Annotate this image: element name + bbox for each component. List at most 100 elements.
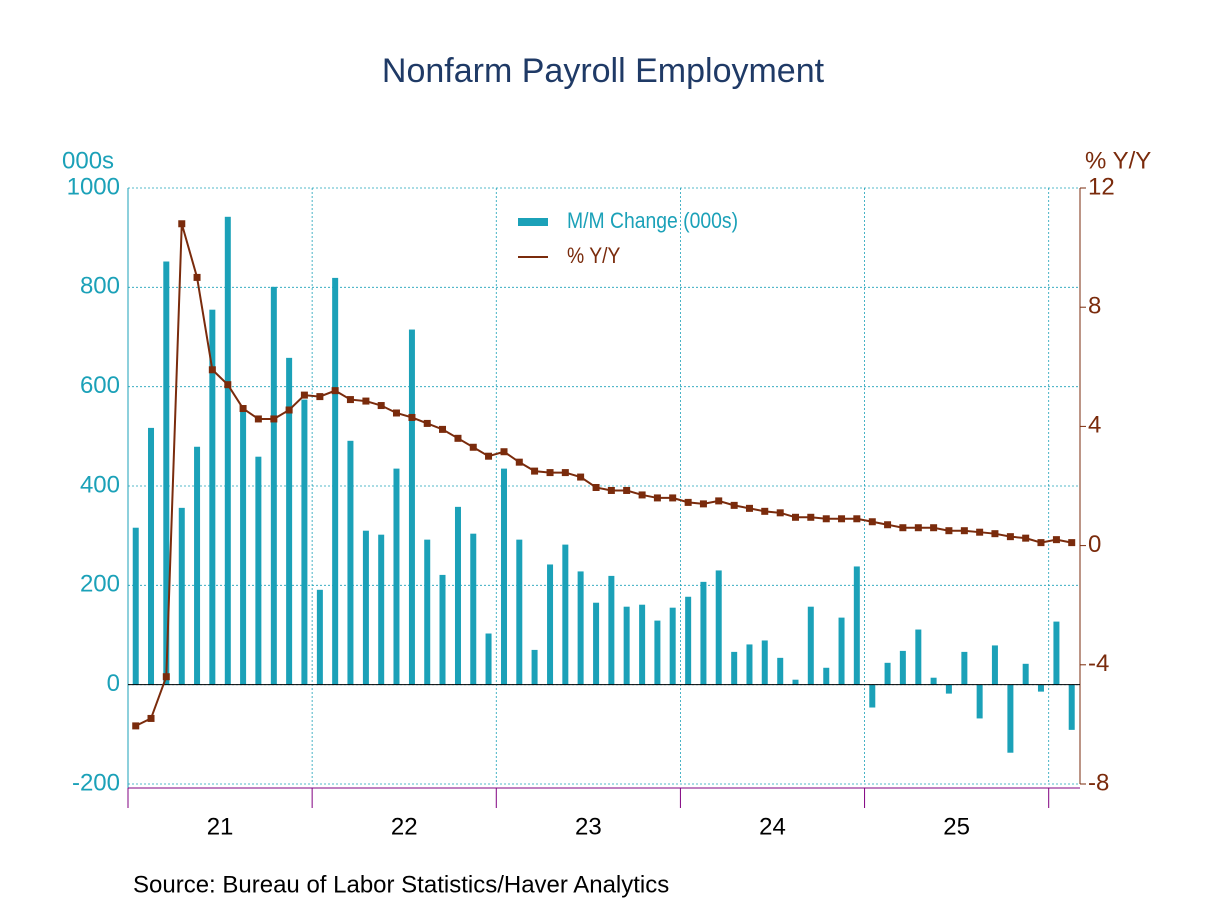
bar [470, 533, 477, 685]
bar [961, 651, 968, 685]
y2-tick-label: 8 [1088, 293, 1101, 320]
line-marker [1022, 534, 1030, 542]
bar [807, 606, 814, 685]
line-marker [469, 443, 477, 451]
bar [240, 411, 247, 685]
line-marker [270, 415, 278, 423]
bar [316, 589, 323, 685]
x-tick-label: 23 [575, 813, 602, 840]
chart-title: Nonfarm Payroll Employment [382, 52, 825, 90]
bar [884, 662, 891, 685]
line-marker [208, 366, 216, 374]
line-marker [162, 673, 170, 681]
bar [746, 644, 753, 685]
bar [654, 620, 661, 685]
bar [1053, 621, 1060, 685]
bar [132, 527, 139, 685]
line-marker [792, 513, 800, 521]
line-marker [1068, 539, 1076, 547]
legend-label: % Y/Y [567, 244, 621, 268]
line-marker [807, 513, 815, 521]
y-tick-label: 600 [80, 372, 120, 399]
line-marker [254, 415, 262, 423]
line-marker [178, 220, 186, 228]
line-marker [914, 524, 922, 532]
line-marker [285, 406, 293, 414]
line-marker [715, 497, 723, 505]
y-tick-label: -200 [72, 769, 120, 796]
bar [639, 604, 646, 685]
bar [777, 657, 784, 685]
line-marker [607, 486, 615, 494]
bar [178, 507, 185, 685]
line-marker [776, 509, 784, 517]
bar [945, 684, 952, 694]
line-marker [745, 504, 753, 512]
line-marker [730, 501, 738, 509]
line-marker [960, 527, 968, 535]
source-note: Source: Bureau of Labor Statistics/Haver… [133, 871, 669, 898]
bar [593, 602, 600, 685]
line-marker [638, 491, 646, 499]
line-marker [884, 521, 892, 529]
line-marker [392, 409, 400, 417]
bar [869, 684, 876, 708]
line-marker [976, 528, 984, 536]
bar [1037, 684, 1044, 692]
line-marker [945, 527, 953, 535]
y2-tick-label: -8 [1088, 769, 1109, 796]
line-marker [408, 413, 416, 421]
line-marker [761, 507, 769, 515]
y2-tick-label: 4 [1088, 412, 1101, 439]
bar [1068, 684, 1075, 730]
y2-tick-label: 0 [1088, 531, 1101, 558]
line-marker [316, 393, 324, 401]
x-tick-label: 21 [207, 813, 234, 840]
bar [700, 581, 707, 685]
bar [562, 544, 569, 685]
bar [393, 468, 400, 685]
y-tick-label: 200 [80, 571, 120, 598]
line-marker [132, 722, 140, 730]
y2-axis-label: % Y/Y [1085, 147, 1151, 174]
line-marker [930, 524, 938, 532]
line-marker [623, 486, 631, 494]
line-marker [300, 391, 308, 399]
y-tick-label: 800 [80, 273, 120, 300]
line-marker [684, 498, 692, 506]
line-marker [224, 381, 232, 389]
line-marker [853, 515, 861, 523]
bar [715, 570, 722, 685]
line-marker [362, 397, 370, 405]
y-axis-label: 000s [62, 147, 114, 174]
line-marker [500, 448, 508, 456]
y-tick-label: 0 [107, 670, 120, 697]
line-marker [454, 434, 462, 442]
bar [148, 427, 155, 685]
bar [424, 539, 431, 685]
bar [408, 329, 415, 685]
bar [761, 640, 768, 685]
bar [286, 357, 293, 685]
line-marker [699, 500, 707, 508]
bar [991, 645, 998, 685]
bar [209, 309, 216, 685]
line-marker [377, 402, 385, 410]
bar [255, 456, 262, 685]
bar [623, 606, 630, 685]
bar [163, 261, 170, 685]
line-marker [1037, 539, 1045, 547]
y2-tick-label: 12 [1088, 173, 1115, 200]
bar [577, 571, 584, 685]
bar [362, 530, 369, 685]
bar [270, 286, 277, 685]
bar [669, 607, 676, 685]
y-tick-label: 400 [80, 471, 120, 498]
bar [194, 446, 201, 685]
bar [823, 667, 830, 685]
bar [731, 651, 738, 685]
bar [915, 629, 922, 685]
legend-label: M/M Change (000s) [567, 209, 738, 233]
x-tick-label: 25 [943, 813, 970, 840]
bar [439, 574, 446, 685]
